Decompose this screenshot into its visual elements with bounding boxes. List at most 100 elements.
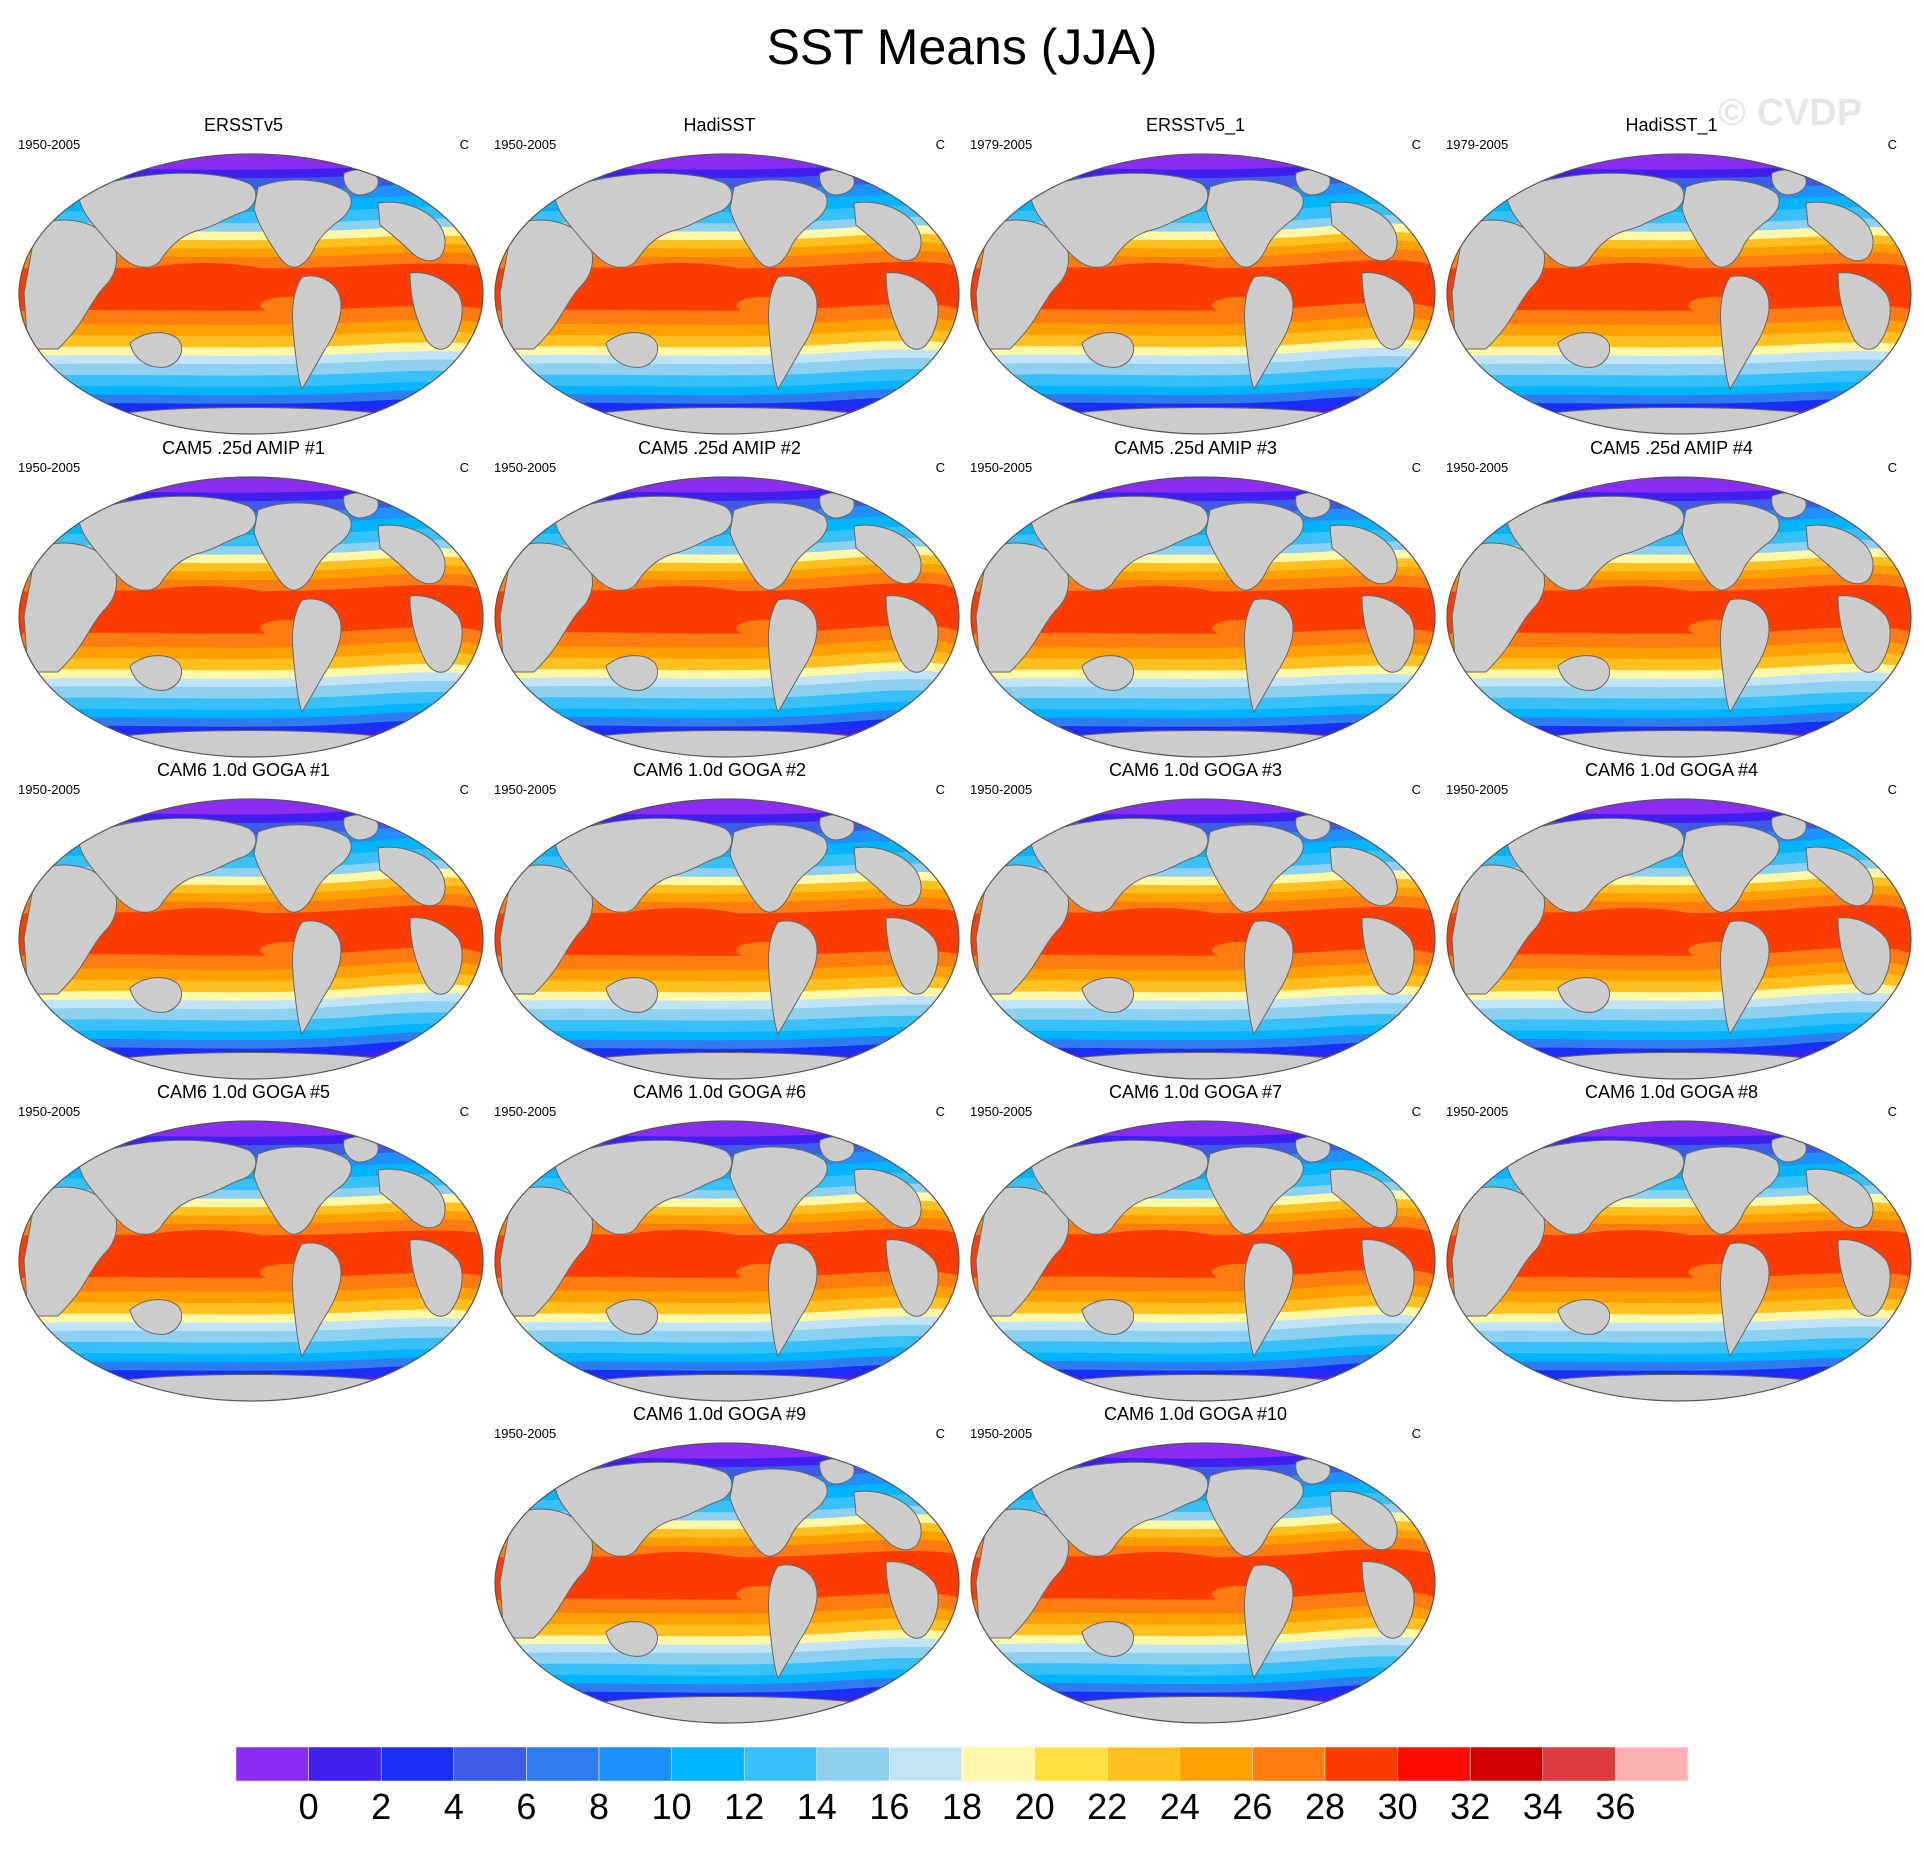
land-mass <box>1837 917 1891 995</box>
land-mass <box>253 1146 352 1235</box>
map-panel: CAM6 1.0d GOGA #6 1950-2005 C <box>482 1082 960 1402</box>
land-mass <box>377 524 446 585</box>
sst-band <box>495 1443 959 1460</box>
colorbar-tick-label: 8 <box>589 1786 609 1827</box>
panel-units: C <box>1411 782 1421 797</box>
panel-title: CAM5 .25d AMIP #4 <box>1590 438 1753 458</box>
land-mass <box>1329 201 1398 262</box>
land-mass <box>1029 495 1209 591</box>
panel-period: 1950-2005 <box>18 1104 81 1119</box>
land-mass <box>1205 502 1304 591</box>
land-mass <box>1244 1242 1294 1358</box>
land-mass <box>253 502 352 591</box>
colorbar-swatch <box>1542 1747 1616 1782</box>
land-mass <box>129 332 182 368</box>
land-mass <box>583 1374 871 1401</box>
land-mass <box>885 1239 939 1317</box>
land-mass <box>1557 332 1610 368</box>
land-mass <box>23 542 117 673</box>
land-mass <box>1205 824 1304 913</box>
warm-pool <box>120 262 289 303</box>
land-mass <box>23 219 117 350</box>
land-mass <box>1557 655 1610 691</box>
colorbar-swatch <box>1397 1747 1471 1782</box>
panel-title: HadiSST <box>683 115 756 135</box>
land-mass <box>583 407 871 434</box>
map-outline <box>494 476 960 758</box>
sst-field <box>19 477 483 757</box>
land-mass <box>1244 598 1294 714</box>
land-mass <box>292 920 342 1036</box>
land-mass <box>1805 524 1874 585</box>
sst-map <box>970 1120 1436 1402</box>
colorbar-swatch <box>380 1747 455 1782</box>
panel-units: C <box>1411 137 1421 152</box>
sst-band <box>19 319 483 338</box>
map-panel: HadiSST 1950-2005 C <box>482 115 960 435</box>
map-outline <box>970 153 1436 435</box>
land-mass <box>1535 1374 1823 1401</box>
land-mass <box>1205 1146 1304 1235</box>
colorbar-swatch <box>1615 1747 1688 1782</box>
land-mass <box>1059 1052 1347 1079</box>
sst-map <box>494 798 960 1080</box>
land-mass <box>1081 1621 1134 1657</box>
colorbar-swatch <box>1469 1747 1544 1782</box>
land-mass <box>23 1186 117 1317</box>
land-mass <box>1535 407 1823 434</box>
sst-map <box>1446 153 1912 435</box>
map-panel: CAM6 1.0d GOGA #2 1950-2005 C <box>482 760 960 1080</box>
sst-field <box>495 154 959 434</box>
sst-band <box>19 359 483 377</box>
panel-title: HadiSST_1 <box>1625 115 1718 135</box>
land-mass <box>1557 1299 1610 1335</box>
panel-period: 1950-2005 <box>494 782 557 797</box>
colorbar-tick-label: 0 <box>299 1786 319 1827</box>
colorbar-swatch <box>308 1747 382 1782</box>
sst-band <box>1447 305 1911 327</box>
land-mass <box>1329 1168 1398 1229</box>
land-mass <box>1505 817 1685 913</box>
warm-pool <box>596 585 765 626</box>
land-mass <box>1681 502 1780 591</box>
sst-field <box>971 154 1435 434</box>
sst-band <box>19 477 483 494</box>
panel-period: 1950-2005 <box>494 460 557 475</box>
colorbar-tick-label: 32 <box>1450 1786 1490 1827</box>
colorbar-tick-label: 12 <box>724 1786 764 1827</box>
sst-band <box>19 627 483 650</box>
sst-band <box>19 799 483 816</box>
sst-field <box>1447 1121 1911 1401</box>
land-mass <box>1029 1461 1209 1557</box>
panel-title: CAM6 1.0d GOGA #3 <box>1108 760 1283 780</box>
map-outline <box>1446 476 1912 758</box>
land-mass <box>605 655 658 691</box>
map-outline <box>18 798 484 1080</box>
colorbar-swatch <box>1106 1747 1181 1782</box>
sst-band <box>1447 1286 1911 1305</box>
sst-band <box>1447 1121 1911 1138</box>
sst-band <box>971 642 1435 661</box>
sst-band <box>971 628 1435 650</box>
sst-map <box>970 1442 1436 1724</box>
sst-map <box>18 1120 484 1402</box>
warm-pool <box>1548 1229 1717 1270</box>
land-mass <box>885 1561 939 1639</box>
land-mass <box>1081 655 1134 691</box>
sst-band <box>495 964 959 983</box>
land-mass <box>1805 1168 1874 1229</box>
land-mass <box>499 542 593 673</box>
panel-period: 1950-2005 <box>494 1426 557 1441</box>
sst-map <box>18 798 484 1080</box>
land-mass <box>1451 219 1545 350</box>
land-mass <box>1505 495 1685 591</box>
sst-field <box>1447 477 1911 757</box>
sst-band <box>495 799 959 816</box>
colorbar-tick-label: 20 <box>1015 1786 1055 1827</box>
land-mass <box>77 172 257 268</box>
sst-band <box>971 154 1435 171</box>
panel-period: 1950-2005 <box>494 137 557 152</box>
land-mass <box>1535 730 1823 757</box>
land-mass <box>377 1168 446 1229</box>
land-mass <box>605 332 658 368</box>
